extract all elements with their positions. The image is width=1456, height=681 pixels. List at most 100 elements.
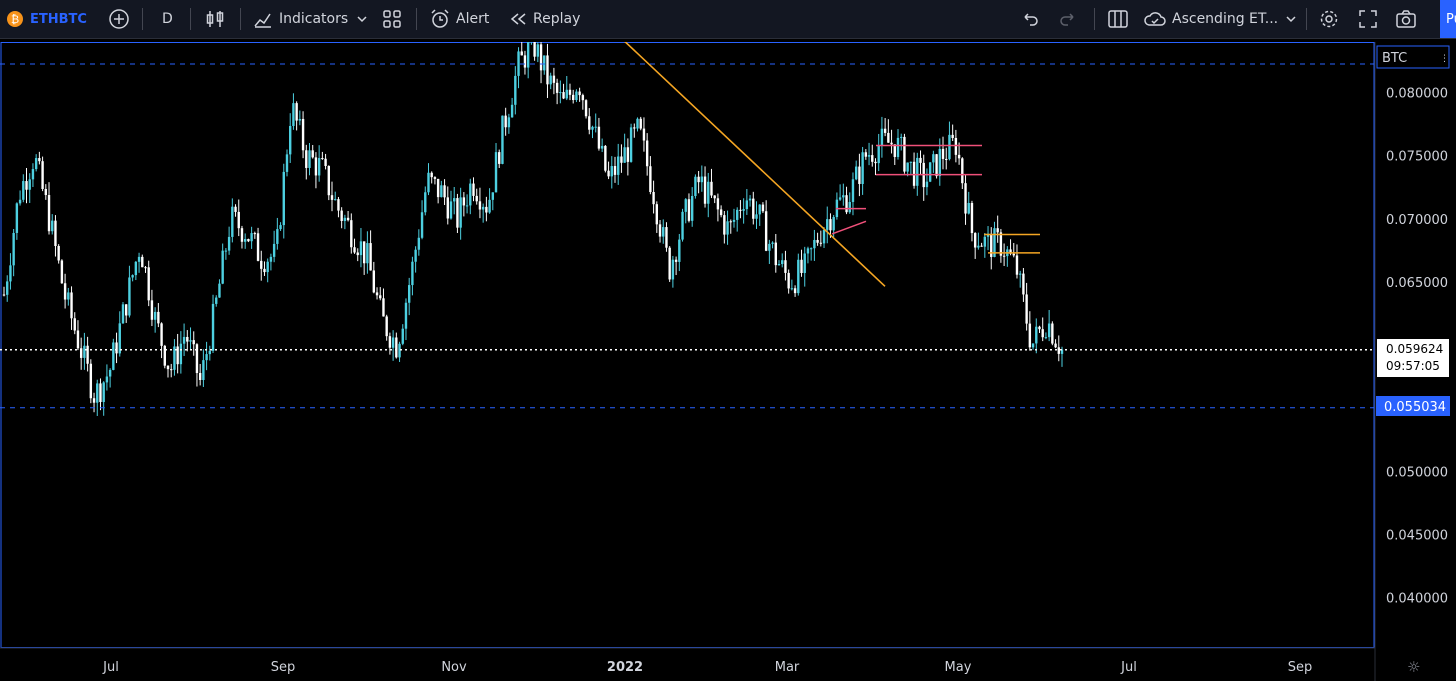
candle-body [22,181,25,200]
candle-body [395,337,398,358]
candle-body [343,217,347,221]
candle-body [925,181,929,188]
price-tick-label: 0.065000 [1386,276,1448,291]
candle-body [916,157,919,186]
fullscreen-button[interactable] [1358,0,1378,38]
candle-body [803,253,806,274]
candle-body [1028,323,1032,348]
alert-level-box[interactable] [1376,396,1450,416]
time-tick-label: 2022 [607,660,643,675]
replay-button[interactable]: Replay [509,0,580,38]
candle-body [134,261,138,276]
candle-body [102,382,105,403]
candle-body [253,233,257,235]
candle-body [520,51,523,56]
price-tick-label: 0.045000 [1386,528,1448,543]
candle-body [909,161,913,163]
descending-trendline[interactable] [622,42,886,287]
symbol-search[interactable]: ₿ ETHBTC [6,0,87,38]
snapshot-button[interactable] [1395,0,1417,38]
candle-body [993,228,996,257]
candle-body [729,221,732,223]
candle-body [501,115,504,164]
candle-body [407,285,411,303]
layout-dropdown[interactable] [1285,0,1297,38]
candle-body [105,376,109,383]
layout-name-button[interactable]: Ascending ET... [1143,0,1278,38]
candle-body [504,115,507,128]
candle-body [379,295,382,299]
price-axis[interactable]: 0.0800000.0750000.0700000.0650000.060000… [1386,87,1448,607]
candle-body [639,118,642,129]
candle-body [485,206,488,213]
candle-body [314,157,318,176]
candle-body [443,185,446,198]
compare-add-button[interactable] [108,0,130,38]
indicators-dropdown[interactable] [356,0,368,38]
candle-body [797,259,800,294]
chart-style-button[interactable] [204,0,226,38]
candle-body [481,206,485,210]
candle-body [385,316,388,337]
candle-body [552,75,556,83]
candle-body [764,211,768,251]
candle-body [404,302,408,329]
candle-body [626,147,630,162]
candle-body [710,181,713,196]
candle-body [324,158,327,166]
candle-body [198,373,202,380]
candle-body [459,197,462,228]
candle-body [912,161,916,186]
candle-body [517,51,520,76]
candle-body [1031,343,1035,348]
candle-body [787,272,790,289]
rising-segment[interactable] [831,220,867,235]
candle-body [694,176,697,197]
candle-body [668,247,671,280]
undo-button[interactable] [1020,0,1040,38]
candle-body [96,383,99,403]
candle-body [99,383,102,403]
candle-body [890,142,893,145]
price-chart[interactable]: 0.0800000.0750000.0700000.0650000.060000… [0,42,1456,681]
candle-body [38,158,41,162]
time-tick-label: Mar [775,660,800,675]
redo-button[interactable] [1058,0,1078,38]
layout-button[interactable] [1107,0,1129,38]
candle-body [263,268,266,273]
candle-body [34,158,38,170]
candle-body [334,199,337,201]
candle-body [1051,323,1054,344]
candle-body [250,233,253,242]
fullscreen-icon [1359,10,1377,28]
settings-button[interactable] [1318,0,1340,38]
price-tick-label: 0.040000 [1386,592,1448,607]
drawings-group [0,42,1374,409]
candle-body [559,92,562,94]
publish-button[interactable]: Pu [1440,0,1456,38]
candle-body [900,136,903,138]
candle-body [1002,255,1006,257]
candle-body [92,398,96,403]
templates-button[interactable] [382,0,402,38]
candle-body [382,298,385,317]
candle-body [752,198,755,219]
candle-body [662,227,665,237]
chart-area[interactable]: 0.0800000.0750000.0700000.0650000.060000… [0,42,1456,681]
rewind-icon [510,13,526,25]
candle-body [488,199,491,213]
interval-button[interactable]: D [162,0,173,38]
time-axis[interactable]: Jul Sep Nov 2022 Mar May Jul Sep [102,660,1312,675]
candle-body [60,260,64,284]
candle-body [768,243,771,251]
candle-body [186,336,189,342]
currency-box[interactable] [1376,45,1450,69]
candle-body [755,214,758,219]
alert-button[interactable]: Alert [429,0,489,38]
candle-body [462,197,466,206]
time-axis-settings-icon[interactable]: ☼ [1407,658,1420,676]
candle-body [411,261,414,286]
indicators-button[interactable]: Indicators [253,0,348,38]
candle-body [726,221,729,235]
candle-body [938,148,941,177]
